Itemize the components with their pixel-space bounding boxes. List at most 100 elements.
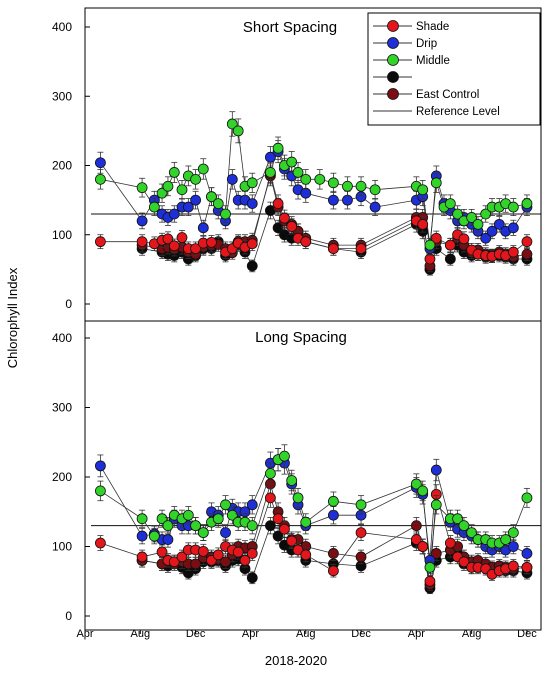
legend-marker [387,71,399,83]
data-point [355,551,367,563]
data-point [212,198,224,209]
y-tick-label: 200 [52,159,72,173]
y-tick-label: 400 [52,331,72,345]
data-point [458,233,470,245]
data-point [369,184,381,196]
data-point [162,520,174,532]
legend-marker [387,88,399,100]
legend-marker [387,54,399,66]
data-point [136,530,148,542]
panels-layer: 0 100 200 300 400 Short Spacing 0 100 200 300 400 L… [52,7,542,640]
x-tick-label: Dec [517,628,537,640]
data-point [136,551,148,563]
data-point [206,191,217,203]
data-point [521,561,533,573]
data-point [168,556,180,568]
data-point [430,177,442,189]
data-point [156,513,168,525]
data-point [327,565,339,577]
x-tick-label: Dec [186,628,206,640]
data-point [176,232,188,243]
data-point [500,534,512,545]
data-point [424,239,436,251]
data-point [168,167,180,178]
data-point [507,201,519,213]
panel-title: Long Spacing [255,329,347,346]
data-point [212,513,224,525]
data-point [162,534,174,545]
data-point [226,509,238,521]
data-point [136,182,148,194]
data-point [327,495,339,507]
data-point [521,236,533,248]
data-point [458,520,470,532]
data-point [507,541,519,552]
data-point [246,548,258,559]
data-point [190,520,202,532]
data-point [136,215,148,227]
data-point [466,212,478,223]
data-point [292,544,304,556]
data-point [458,556,470,568]
x-tick-label: Dec [351,628,371,640]
data-point [342,180,353,192]
data-point [327,548,339,559]
data-point [417,541,429,552]
data-point [279,450,290,462]
data-point [444,537,456,549]
y-tick-label: 0 [65,609,72,623]
data-point [521,198,533,209]
y-tick-label: 300 [52,89,72,103]
data-point [136,513,148,525]
data-point [246,520,258,532]
y-axis-label: Chlorophyll Index [5,267,20,368]
data-point [95,460,106,472]
data-point [314,173,326,185]
y-tick-label: 200 [52,470,72,484]
data-point [264,520,276,532]
data-point [279,523,290,535]
chart-panel-2: 0 100 200 300 400 Long Spacing [52,320,542,631]
x-tick-label: Aug [462,628,482,640]
data-point [220,527,231,538]
data-point [417,184,429,196]
data-point [246,198,258,209]
data-point [182,509,194,521]
legend-box [367,12,541,126]
data-point [176,184,188,196]
y-tick-label: 100 [52,540,72,554]
y-tick-label: 100 [52,228,72,242]
data-point [424,575,436,587]
y-tick-label: 300 [52,401,72,415]
data-point [355,527,367,538]
data-point [246,260,258,272]
data-point [327,243,339,255]
data-point [493,218,505,230]
chart-panel-1: 0 100 200 300 400 Short Spacing [52,7,542,322]
data-point [197,222,209,234]
data-point [480,232,492,244]
data-point [417,485,429,497]
data-point [226,118,238,130]
data-point [300,549,312,561]
data-point [507,527,519,538]
data-point [197,527,209,538]
data-point [272,198,284,209]
data-point [220,208,231,220]
data-point [300,516,312,528]
data-point [279,212,290,224]
plot-frame [84,320,542,631]
data-point [246,238,258,250]
data-point [272,530,284,542]
data-point [410,478,422,490]
data-point [417,218,429,230]
data-point [156,187,168,199]
data-point [355,180,367,192]
x-axis-label: 2018-2020 [265,653,327,668]
data-point [486,225,498,237]
data-point [444,198,456,209]
data-point [272,142,284,154]
data-point [212,549,224,561]
data-point [507,222,519,234]
